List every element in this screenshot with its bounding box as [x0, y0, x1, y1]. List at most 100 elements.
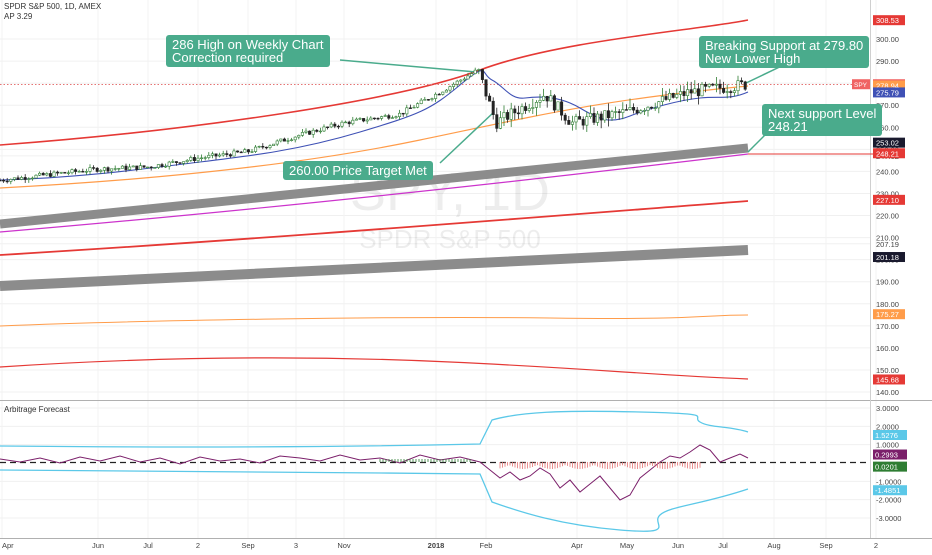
time-tick-label: Nov [337, 541, 351, 550]
candle-body [556, 101, 560, 111]
candle-body [354, 118, 358, 121]
candle-body [419, 99, 423, 104]
candle-body [448, 86, 452, 91]
indicator-title: Arbitrage Forecast [4, 405, 71, 414]
candle-body [581, 118, 585, 126]
candle-body [106, 167, 110, 172]
candle-body [480, 69, 484, 80]
candle-body [610, 111, 614, 119]
candle-body [167, 161, 171, 167]
candle-body [459, 79, 463, 82]
candle-body [394, 116, 398, 118]
candle-body [174, 161, 178, 163]
candle-body [250, 151, 254, 153]
price-badge [873, 252, 905, 263]
candle-body [138, 165, 142, 170]
indicator-histogram [379, 459, 701, 469]
indicator-tick-label: -1.0000 [876, 477, 901, 486]
price-axis-badges: 308.53279.50278.94275.79253.02248.21227.… [852, 15, 905, 385]
candle-body [567, 120, 571, 125]
indicator-axis-ticks: 3.0000 2.0000 1.0000 -1.0000 -2.0000 -3.0000 [876, 404, 901, 523]
candle-body [635, 109, 639, 114]
price-tick-label: 260.00 [876, 123, 899, 132]
candle-body [77, 171, 81, 173]
candle-body [704, 84, 708, 87]
candle-body [588, 113, 592, 117]
price-badge-label: 275.79 [876, 88, 899, 97]
candle-body [542, 95, 546, 101]
time-tick-label: 3 [294, 541, 298, 550]
candle-body [603, 110, 607, 121]
candle-body [696, 88, 700, 97]
price-badge [873, 194, 905, 205]
candle-body [452, 83, 456, 87]
candle-body [153, 167, 157, 169]
candle-body [653, 107, 657, 110]
candle-body [329, 123, 333, 128]
price-badge-label: 145.68 [876, 375, 899, 384]
price-tick-label: 300.00 [876, 35, 899, 44]
candle-body [92, 167, 96, 169]
price-badge-label: 175.27 [876, 310, 899, 319]
candle-body [20, 177, 24, 180]
candle-body [430, 98, 434, 100]
candle-body [74, 169, 78, 172]
time-tick-label: 2018 [428, 541, 445, 550]
time-tick-label: Jun [672, 541, 684, 550]
candle-body [131, 165, 135, 168]
indicator-header: AP 3.29 [4, 12, 33, 21]
candle-body [178, 162, 182, 164]
candle-body [48, 173, 52, 177]
callout-breaking-support: Breaking Support at 279.80 New Lower Hig… [699, 36, 870, 68]
candle-body [408, 107, 412, 109]
indicator-tick-label: 2.0000 [876, 422, 899, 431]
candle-body [207, 154, 211, 158]
candle-body [495, 114, 499, 129]
candle-body [632, 107, 636, 111]
candle-body [185, 160, 189, 162]
price-tick-label: 170.00 [876, 322, 899, 331]
candle-body [41, 172, 45, 176]
candle-body [455, 80, 459, 85]
candle-body [531, 107, 535, 109]
gray-band-lower [0, 245, 749, 291]
candle-body [383, 115, 387, 117]
candle-body [624, 109, 628, 111]
candle-body [743, 81, 747, 90]
candle-body [362, 118, 366, 122]
candle-body [12, 177, 16, 180]
time-tick-label: Aug [767, 541, 780, 550]
candle-body [621, 109, 625, 113]
candle-body [560, 101, 564, 116]
candle-body [520, 106, 524, 115]
candle-body [214, 153, 218, 157]
candle-body [23, 177, 27, 180]
indicator-badge [873, 485, 907, 496]
candle-body [585, 116, 589, 126]
indicator-badge-label: -1.4851 [875, 486, 900, 495]
candle-body [617, 111, 621, 113]
candle-body [156, 164, 160, 168]
candle-body [326, 126, 330, 129]
candle-body [9, 179, 13, 182]
candle-body [2, 179, 6, 182]
price-tick-label: 140.00 [876, 388, 899, 397]
candle-body [254, 146, 258, 152]
price-badge-label: 227.10 [876, 196, 899, 205]
candle-body [693, 88, 697, 94]
price-badge-label: 253.02 [876, 139, 899, 148]
candle-body [203, 157, 207, 159]
candle-body [740, 80, 744, 83]
candle-body [412, 106, 416, 109]
candle-body [322, 126, 326, 132]
time-tick-label: Jul [718, 541, 728, 550]
candle-body [578, 116, 582, 120]
candle-body [225, 153, 229, 155]
candle-body [650, 106, 654, 109]
upper-channel-line [0, 19, 749, 146]
candle-body [498, 117, 502, 129]
candle-body [563, 114, 567, 121]
candle-body [462, 78, 466, 81]
indicator-lower-band [0, 469, 749, 532]
